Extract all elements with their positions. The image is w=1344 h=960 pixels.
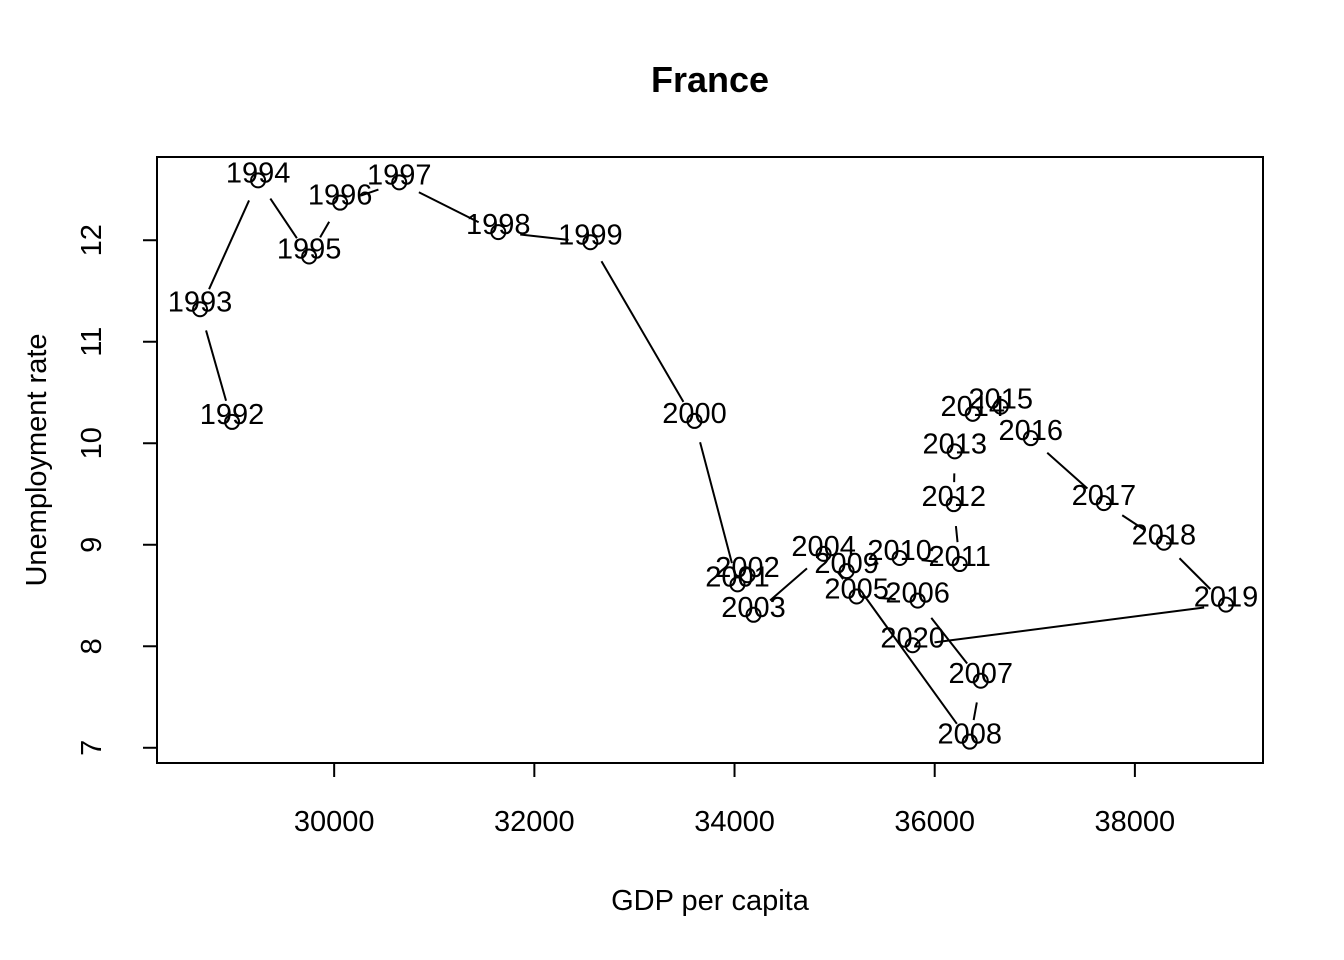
segment	[418, 191, 480, 224]
point-label: 2005	[824, 574, 889, 606]
data-point	[946, 443, 963, 460]
data-point	[964, 405, 981, 422]
point-label: 2002	[715, 552, 780, 584]
data-point	[224, 413, 241, 430]
y-tick-label: 12	[76, 224, 108, 256]
x-tick-label: 38000	[1095, 806, 1176, 838]
point-label: 1997	[367, 159, 432, 191]
segment	[699, 441, 733, 564]
data-point	[951, 556, 968, 573]
data-point	[739, 567, 756, 584]
segment	[600, 260, 685, 403]
y-tick-label: 7	[76, 740, 108, 756]
x-tick-label: 34000	[694, 806, 775, 838]
data-point	[582, 234, 599, 251]
data-point	[391, 174, 408, 191]
data-points	[192, 172, 1234, 750]
data-point	[904, 637, 921, 654]
segment	[867, 562, 879, 567]
point-label: 2001	[705, 561, 770, 593]
point-label: 2017	[1072, 480, 1137, 512]
point-label: 1992	[200, 399, 265, 431]
x-axis-label: GDP per capita	[611, 885, 810, 917]
segment	[1178, 557, 1212, 590]
data-point	[332, 194, 349, 211]
data-point	[961, 733, 978, 750]
point-label: 2015	[969, 384, 1034, 416]
data-point	[1022, 430, 1039, 447]
segment	[858, 588, 958, 725]
point-label: 1999	[558, 219, 623, 251]
y-axis: 7 8 9 10 11 12	[76, 224, 158, 756]
point-label: 2013	[922, 428, 987, 460]
y-tick-label: 11	[76, 327, 108, 357]
x-tick-label: 32000	[494, 806, 575, 838]
y-tick-label: 8	[76, 638, 108, 654]
point-label: 2004	[791, 531, 856, 563]
point-label: 2007	[948, 658, 1013, 690]
point-label: 2010	[867, 535, 932, 567]
data-point	[1095, 495, 1112, 512]
data-point	[945, 496, 962, 513]
segment	[769, 567, 808, 602]
segment	[520, 233, 569, 241]
segment	[208, 199, 250, 290]
data-point	[838, 563, 855, 580]
point-label: 2006	[885, 578, 950, 610]
data-point	[815, 545, 832, 562]
segment	[972, 702, 978, 721]
x-axis: 30000 32000 34000 36000 38000	[294, 762, 1176, 838]
segment	[1046, 452, 1089, 490]
point-label: 2019	[1194, 582, 1259, 614]
data-point	[250, 172, 267, 189]
chart-title: France	[651, 59, 769, 100]
point-label: 2000	[662, 398, 727, 430]
point-label: 2018	[1132, 520, 1197, 552]
y-tick-label: 10	[76, 427, 108, 459]
data-point	[686, 412, 703, 429]
y-axis-label: Unemployment rate	[21, 333, 53, 586]
data-point	[891, 549, 908, 566]
point-label: 2014	[940, 391, 1005, 423]
segment	[1121, 514, 1147, 532]
x-tick-label: 36000	[894, 806, 975, 838]
segment	[205, 330, 228, 402]
segment	[319, 221, 331, 238]
point-label: 1993	[168, 286, 233, 318]
data-point	[301, 248, 318, 265]
point-label: 1998	[466, 209, 531, 241]
data-point	[1217, 596, 1234, 613]
data-point	[972, 672, 989, 689]
point-label: 2011	[929, 541, 991, 573]
segment	[921, 559, 938, 563]
segment	[954, 525, 959, 543]
point-label: 1996	[308, 180, 373, 212]
point-label: 1995	[277, 233, 342, 265]
point-label: 2009	[814, 548, 879, 580]
data-point	[729, 576, 746, 593]
data-point	[992, 398, 1009, 415]
point-label: 2012	[921, 481, 986, 513]
point-label: 2003	[721, 592, 786, 624]
segment	[934, 606, 1205, 644]
segment	[360, 188, 379, 197]
point-label: 2016	[999, 415, 1064, 447]
data-point	[745, 606, 762, 623]
point-label: 1994	[226, 157, 291, 189]
data-point	[909, 592, 926, 609]
segment	[269, 198, 298, 239]
data-point	[192, 301, 209, 318]
data-point	[1155, 534, 1172, 551]
y-tick-label: 9	[76, 537, 108, 553]
data-point	[848, 588, 865, 605]
x-tick-label: 30000	[294, 806, 375, 838]
point-label: 2020	[880, 622, 945, 654]
point-label: 2008	[937, 719, 1002, 751]
data-point	[490, 224, 507, 241]
segment	[878, 596, 896, 601]
connecting-segments	[205, 188, 1212, 725]
